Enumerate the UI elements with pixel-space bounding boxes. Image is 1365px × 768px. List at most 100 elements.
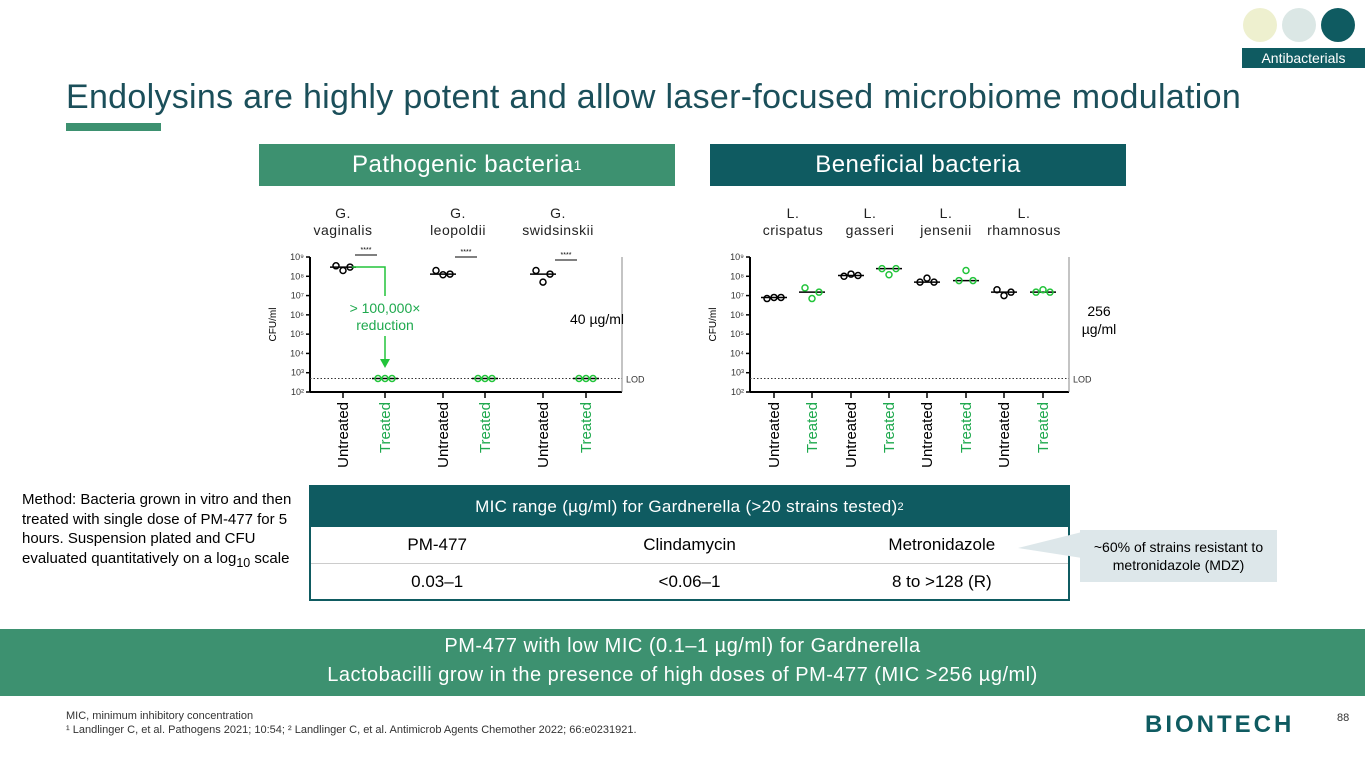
mic-header-row: PM-477 Clindamycin Metronidazole [311, 527, 1068, 564]
mic-table-title: MIC range (µg/ml) for Gardnerella (>20 s… [311, 487, 1068, 527]
x-tick-label: Untreated [335, 402, 352, 468]
group-label: L. [864, 205, 877, 221]
mic-table: MIC range (µg/ml) for Gardnerella (>20 s… [309, 485, 1070, 601]
dose-label: 256 [1087, 303, 1111, 319]
data-point [1032, 288, 1040, 296]
data-point [955, 276, 963, 285]
y-tick-label: 10⁴ [290, 348, 304, 358]
mic-header: Metronidazole [888, 535, 996, 554]
y-tick-label: 10⁶ [730, 310, 744, 320]
significance-label: **** [561, 252, 572, 259]
y-tick-label: 10² [291, 387, 304, 397]
x-tick-label: Untreated [766, 402, 783, 468]
data-point [532, 266, 540, 275]
group-label: G. [450, 205, 466, 221]
x-tick-label: Treated [477, 402, 494, 453]
reduction-label: reduction [356, 317, 414, 333]
x-tick-label: Treated [958, 402, 975, 453]
data-point [1039, 286, 1047, 294]
lod-label: LOD [626, 375, 645, 385]
y-tick-label: 10⁶ [290, 310, 304, 320]
beneficial-header: Beneficial bacteria [710, 144, 1126, 186]
data-point [885, 271, 893, 279]
data-point [575, 374, 583, 383]
data-point [539, 278, 547, 286]
method-text: Method: Bacteria grown in vitro and then… [22, 491, 292, 570]
category-tag: Antibacterials [1242, 48, 1365, 68]
mic-value-row: 0.03–1 <0.06–1 8 to >128 (R) [311, 564, 1068, 600]
data-point [439, 271, 447, 279]
data-point [969, 276, 977, 285]
data-point [916, 278, 924, 286]
y-tick-label: 10⁹ [730, 252, 744, 262]
data-point [854, 271, 862, 280]
mic-value: 8 to >128 (R) [891, 572, 992, 591]
y-tick-label: 10³ [731, 368, 744, 378]
y-tick-label: 10⁹ [290, 252, 304, 262]
conclusion-banner: PM-477 with low MIC (0.1–1 µg/ml) for Ga… [0, 629, 1365, 696]
category-icons [1243, 8, 1355, 42]
page-number: 88 [1337, 712, 1350, 724]
dose-label: 40 µg/ml [570, 311, 624, 327]
y-tick-label: 10⁵ [730, 329, 744, 339]
data-point [474, 374, 482, 383]
data-point [930, 278, 938, 286]
dna-icon [1243, 8, 1277, 42]
x-tick-label: Treated [578, 402, 595, 453]
bacteria-icon [1321, 8, 1355, 42]
data-point [962, 266, 970, 275]
data-point [446, 270, 454, 278]
y-tick-label: 10⁷ [291, 291, 304, 301]
callout-pointer [1018, 532, 1082, 558]
data-point [777, 293, 785, 302]
data-point [589, 374, 597, 383]
x-tick-label: Treated [1035, 402, 1052, 453]
dose-label: µg/ml [1082, 321, 1117, 337]
data-point [808, 294, 816, 303]
y-tick-label: 10³ [291, 368, 304, 378]
data-point [1007, 288, 1015, 296]
data-point [770, 293, 778, 302]
data-point [801, 284, 809, 292]
group-label: gasseri [846, 222, 895, 238]
mic-value: 0.03–1 [411, 572, 464, 591]
data-point [582, 374, 590, 383]
mic-header: Clindamycin [643, 535, 736, 554]
group-label: L. [940, 205, 953, 221]
x-tick-label: Untreated [996, 402, 1013, 468]
data-point [840, 272, 848, 281]
pathogenic-header: Pathogenic bacteria 1 [259, 144, 675, 186]
x-tick-label: Untreated [435, 402, 452, 468]
x-tick-label: Untreated [843, 402, 860, 468]
data-point [381, 374, 389, 383]
group-label: L. [1018, 205, 1031, 221]
group-label: crispatus [763, 222, 824, 238]
lod-label: LOD [1073, 375, 1092, 385]
data-point [847, 270, 855, 278]
data-point [878, 264, 886, 273]
data-point [923, 274, 931, 282]
footnotes: MIC, minimum inhibitory concentration ¹ L… [66, 710, 637, 736]
x-tick-label: Treated [804, 402, 821, 453]
significance-label: **** [461, 249, 472, 256]
x-tick-label: Treated [377, 402, 394, 453]
data-point [546, 270, 554, 278]
arrow-head-icon [380, 359, 390, 368]
data-point [374, 374, 382, 383]
vial-icon [1282, 8, 1316, 42]
data-point [332, 262, 340, 270]
data-point [481, 374, 489, 383]
y-tick-label: 10² [731, 387, 744, 397]
group-label: G. [550, 205, 566, 221]
resistance-note: ~60% of strains resistant to metronidazo… [1080, 530, 1277, 582]
group-label: leopoldii [430, 222, 486, 238]
data-point [1000, 291, 1008, 300]
data-point [388, 374, 396, 383]
group-label: rhamnosus [987, 222, 1061, 238]
mic-header: PM-477 [407, 535, 467, 554]
biontech-logo: BIONTECH [1145, 711, 1295, 738]
y-tick-label: 10⁸ [290, 271, 304, 281]
mic-value: <0.06–1 [658, 572, 721, 591]
data-point [763, 294, 771, 303]
data-point [815, 288, 823, 296]
